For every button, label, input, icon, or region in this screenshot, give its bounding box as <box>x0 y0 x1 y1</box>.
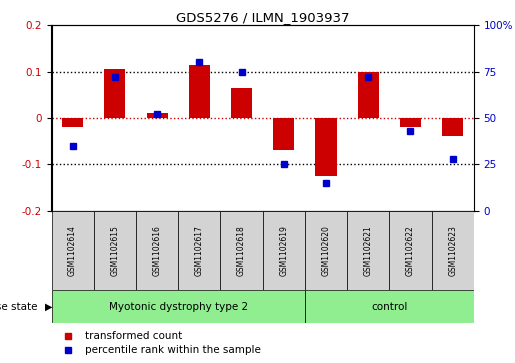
Text: GSM1102619: GSM1102619 <box>279 225 288 276</box>
Bar <box>136 211 178 290</box>
Bar <box>305 290 474 323</box>
Bar <box>62 118 83 127</box>
Text: GSM1102621: GSM1102621 <box>364 225 373 276</box>
Bar <box>94 211 136 290</box>
Bar <box>432 211 474 290</box>
Bar <box>231 88 252 118</box>
Bar <box>104 69 125 118</box>
Bar <box>400 118 421 127</box>
Bar <box>146 113 167 118</box>
Bar <box>389 211 432 290</box>
Text: transformed count: transformed count <box>85 331 182 341</box>
Text: GSM1102620: GSM1102620 <box>321 225 331 276</box>
Text: GSM1102618: GSM1102618 <box>237 225 246 276</box>
Text: GSM1102617: GSM1102617 <box>195 225 204 276</box>
Bar <box>442 118 464 136</box>
Text: GSM1102616: GSM1102616 <box>152 225 162 276</box>
Text: GSM1102614: GSM1102614 <box>68 225 77 276</box>
Bar <box>188 65 210 118</box>
Bar <box>347 211 389 290</box>
Bar <box>273 118 295 150</box>
Text: percentile rank within the sample: percentile rank within the sample <box>85 345 261 355</box>
Text: GSM1102623: GSM1102623 <box>448 225 457 276</box>
Bar <box>315 118 337 176</box>
Bar <box>305 211 347 290</box>
Text: ▶: ▶ <box>45 302 53 312</box>
Title: GDS5276 / ILMN_1903937: GDS5276 / ILMN_1903937 <box>176 11 349 24</box>
Bar <box>357 72 379 118</box>
Text: control: control <box>371 302 407 312</box>
Bar <box>263 211 305 290</box>
Bar <box>52 211 94 290</box>
Text: GSM1102622: GSM1102622 <box>406 225 415 276</box>
Text: Myotonic dystrophy type 2: Myotonic dystrophy type 2 <box>109 302 248 312</box>
Text: disease state: disease state <box>0 302 41 312</box>
Bar <box>52 290 305 323</box>
Bar <box>178 211 220 290</box>
Bar <box>220 211 263 290</box>
Text: GSM1102615: GSM1102615 <box>110 225 119 276</box>
